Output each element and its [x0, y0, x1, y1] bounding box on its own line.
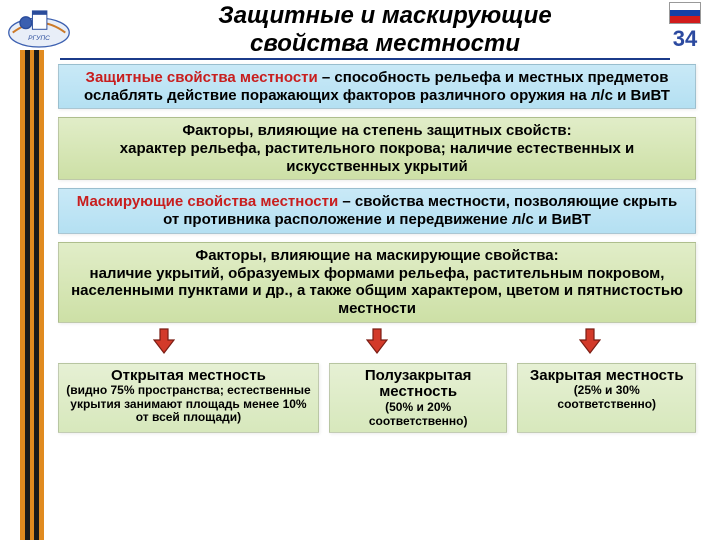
russia-flag-icon	[669, 2, 701, 24]
slide-number: 34	[656, 26, 714, 52]
terrain-name: Закрытая местность	[524, 368, 689, 385]
terrain-open: Открытая местность (видно 75% пространст…	[58, 363, 319, 433]
terrain-semi: Полузакрытая местность (50% и 20% соотве…	[329, 363, 508, 433]
lead-text: Маскирующие свойства местности	[77, 193, 338, 210]
slide-root: РГУПС 34 Защитные и маскирующие свойства…	[0, 0, 720, 540]
svg-text:РГУПС: РГУПС	[28, 35, 50, 42]
flag-stripe	[670, 16, 700, 23]
terrain-detail: (25% и 30% соответственно)	[524, 384, 689, 411]
terrain-name: Открытая местность	[65, 368, 312, 385]
title-underline	[60, 58, 670, 60]
org-logo: РГУПС	[4, 2, 74, 50]
definition-defensive: Защитные свойства местности – способност…	[58, 64, 696, 109]
page-title: Защитные и маскирующие свойства местност…	[120, 0, 650, 61]
terrain-detail: (50% и 20% соответственно)	[336, 401, 501, 428]
st-george-ribbon	[20, 50, 44, 540]
down-arrow-icon	[366, 328, 388, 354]
terrain-closed: Закрытая местность (25% и 30% соответств…	[517, 363, 696, 433]
terrain-detail: (видно 75% пространства; естественные ук…	[65, 384, 312, 424]
title-line-1: Защитные и маскирующие	[218, 2, 551, 29]
slide-number-box: 34	[656, 2, 714, 52]
factors-text: Факторы, влияющие на маскирующие свойств…	[71, 247, 683, 317]
factors-defensive: Факторы, влияющие на степень защитных св…	[58, 117, 696, 180]
arrows-row	[58, 327, 696, 355]
lead-text: Защитные свойства местности	[86, 69, 318, 86]
factors-masking: Факторы, влияющие на маскирующие свойств…	[58, 242, 696, 323]
terrain-name: Полузакрытая местность	[336, 368, 501, 402]
flag-stripe	[670, 3, 700, 10]
content-area: Защитные свойства местности – способност…	[58, 64, 696, 433]
down-arrow-icon	[153, 328, 175, 354]
definition-masking: Маскирующие свойства местности – свойств…	[58, 188, 696, 233]
factors-text: Факторы, влияющие на степень защитных св…	[120, 122, 634, 174]
ribbon-stripe	[39, 50, 44, 540]
terrain-row: Открытая местность (видно 75% пространст…	[58, 363, 696, 433]
flag-stripe	[670, 10, 700, 17]
down-arrow-icon	[579, 328, 601, 354]
title-line-2: свойства местности	[250, 30, 520, 57]
